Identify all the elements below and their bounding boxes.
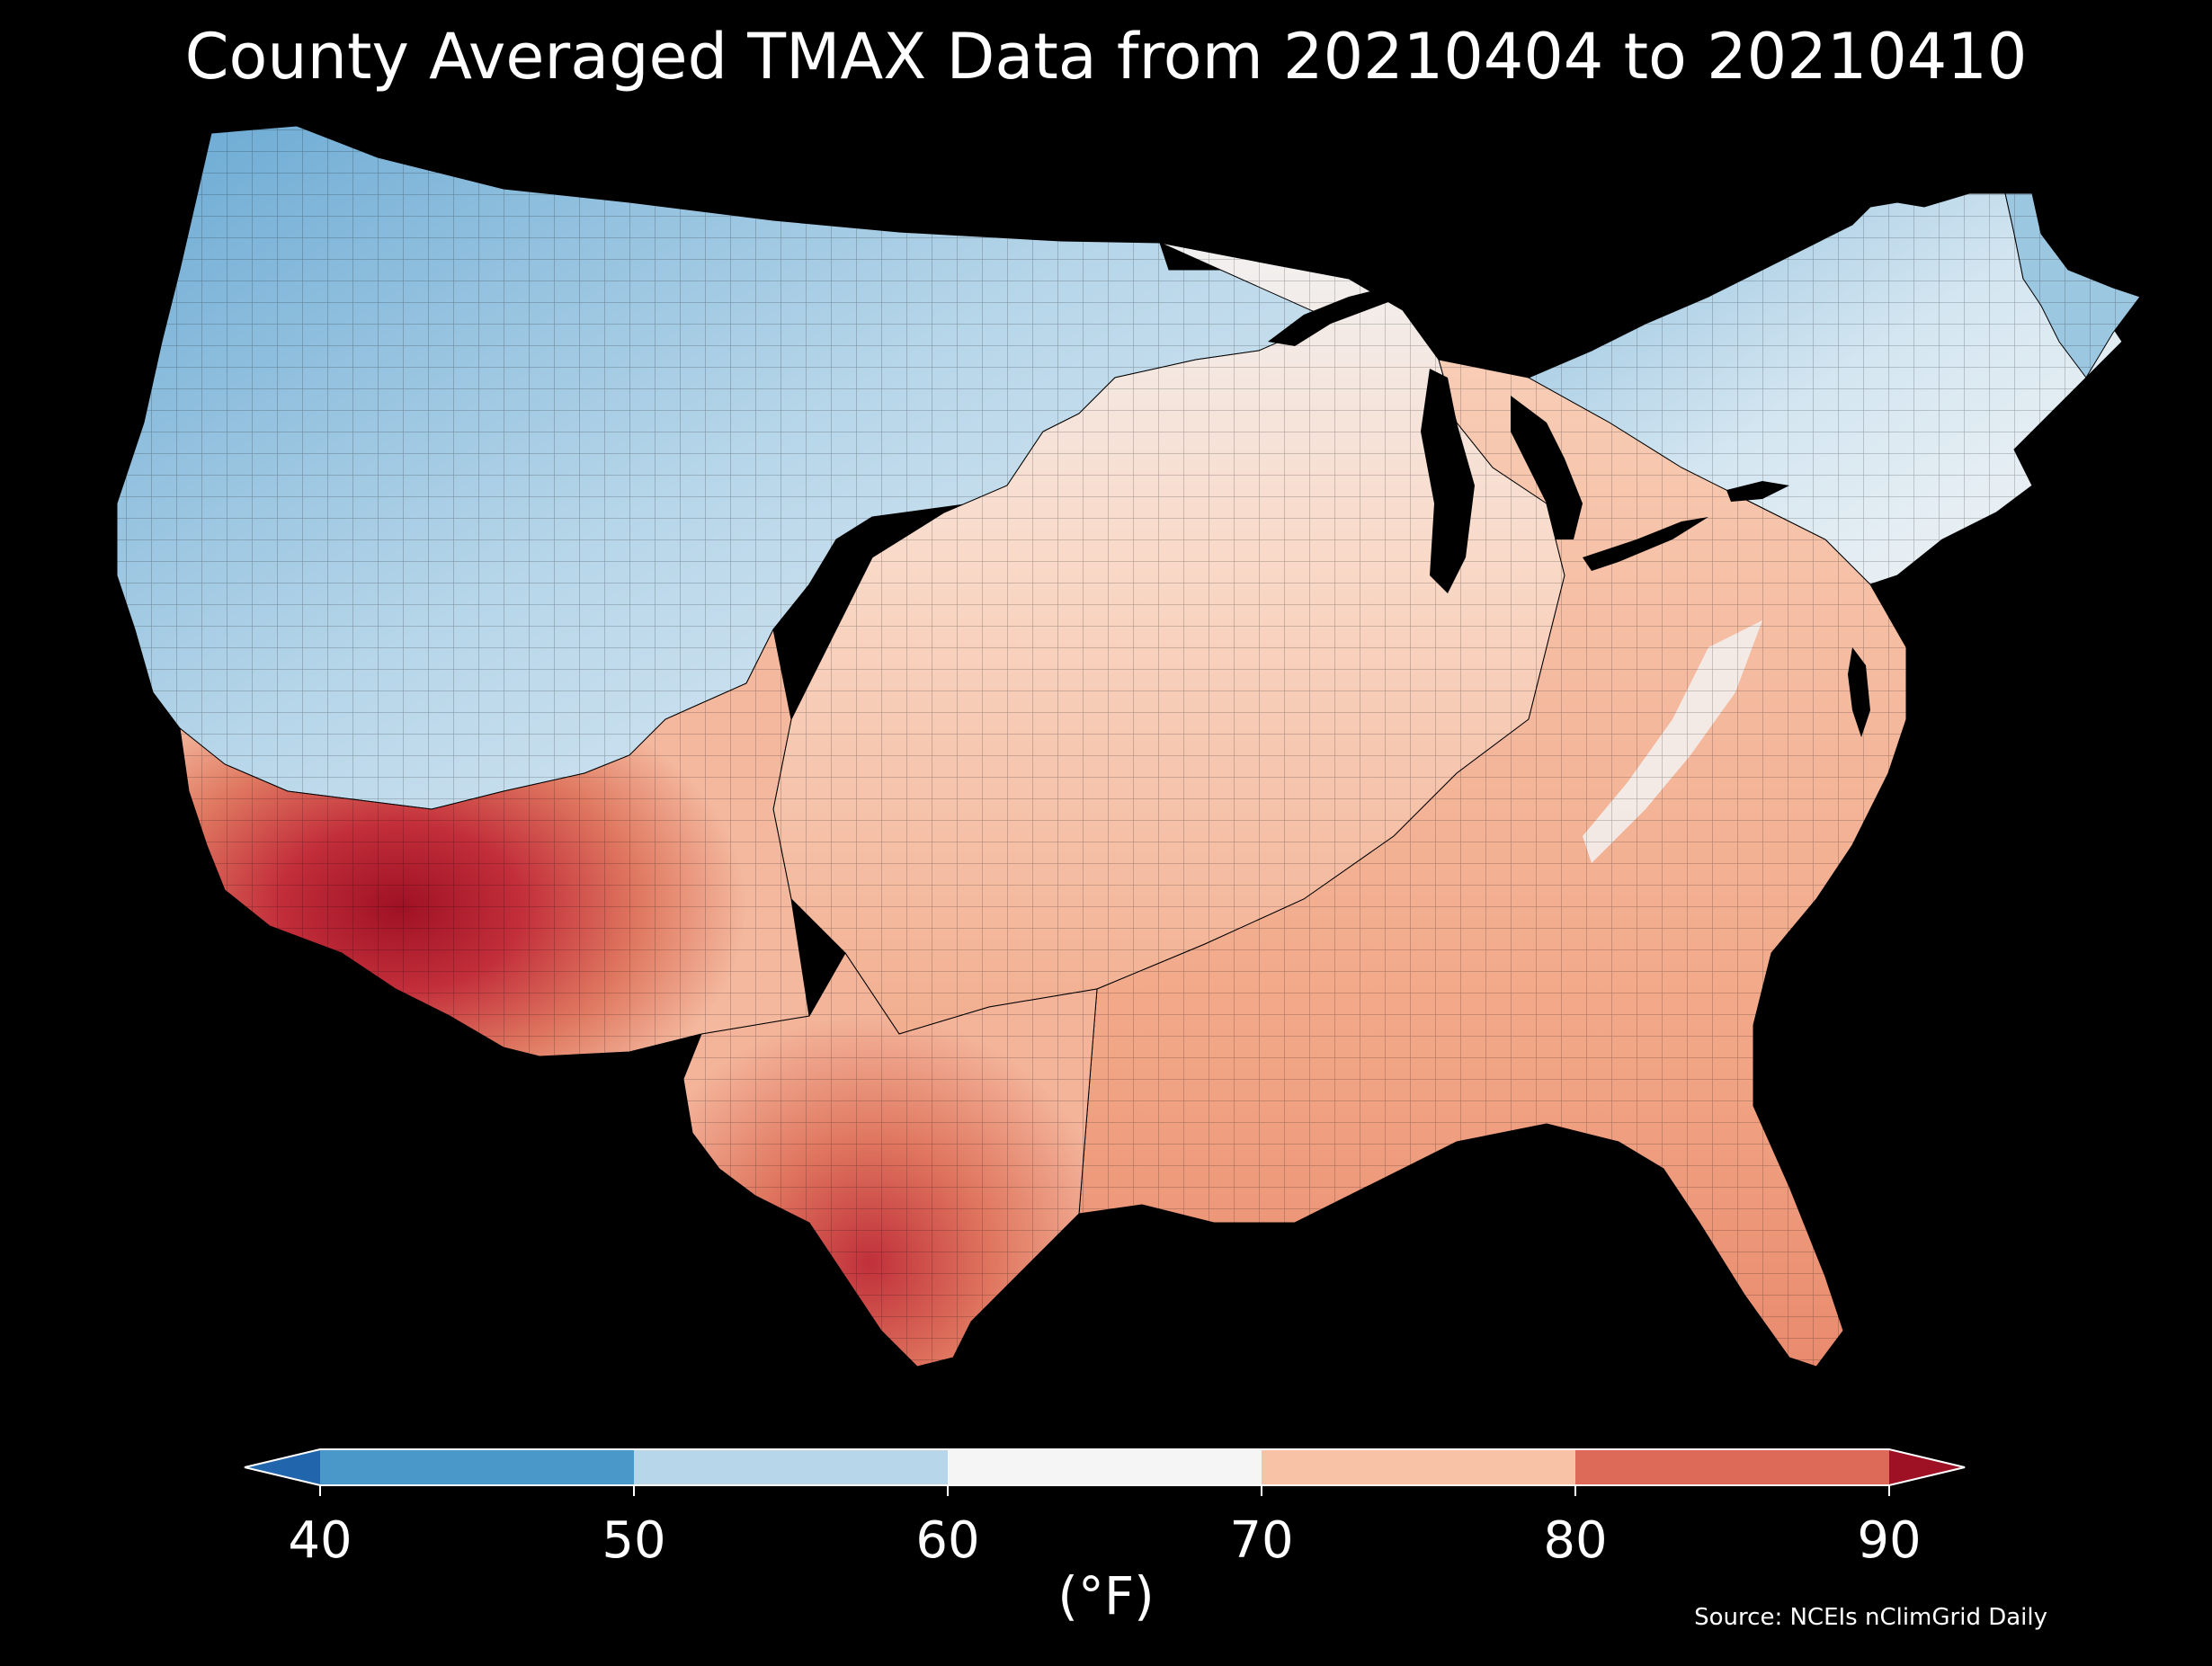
- source-credit: Source: NCEIs nClimGrid Daily: [1694, 1604, 2047, 1631]
- colorbar-bin-2: [948, 1449, 1262, 1485]
- colorbar-bin-3: [1262, 1449, 1575, 1485]
- colorbar-tick-label-50: 50: [602, 1511, 665, 1570]
- lake-superior: [1268, 288, 1403, 346]
- colorbar-under-arrow: [245, 1449, 320, 1485]
- colorbar-tick-label-90: 90: [1857, 1511, 1921, 1570]
- lake-michigan: [1421, 369, 1475, 593]
- colorbar-bin-1: [634, 1449, 948, 1485]
- colorbar-bin-0: [320, 1449, 634, 1485]
- colorbar-over-arrow: [1889, 1449, 1965, 1485]
- colorbar-unit-label: (°F): [1057, 1565, 1155, 1626]
- lake-erie: [1583, 517, 1708, 571]
- county-boundaries: [117, 126, 2140, 1367]
- map-title: County Averaged TMAX Data from 20210404 …: [184, 20, 2028, 94]
- colorbar-tick-label-80: 80: [1543, 1511, 1607, 1570]
- colorbar-bin-4: [1575, 1449, 1889, 1485]
- colorbar-tick-label-60: 60: [915, 1511, 979, 1570]
- colorbar-tick-label-70: 70: [1229, 1511, 1293, 1570]
- chesapeake-bay: [1848, 647, 1870, 737]
- lake-huron: [1511, 396, 1583, 539]
- colorbar-tick-label-40: 40: [288, 1511, 352, 1570]
- lake-ontario: [1726, 481, 1789, 502]
